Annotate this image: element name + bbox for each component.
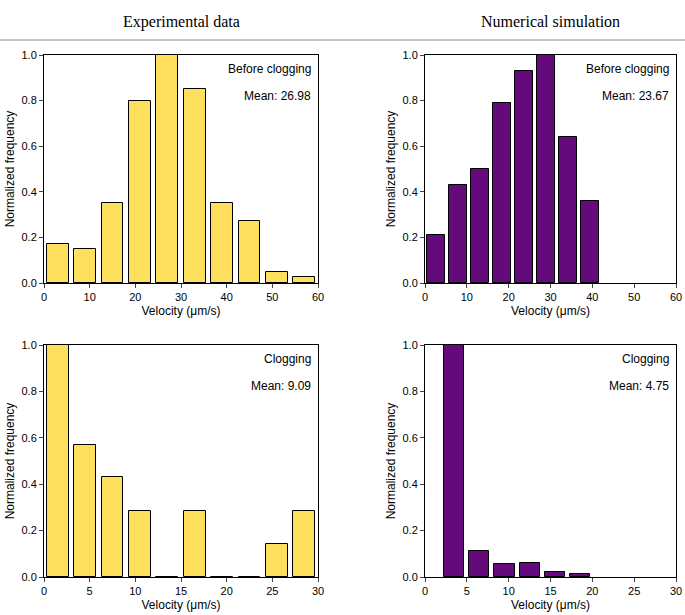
svg-text:0.8: 0.8: [22, 94, 37, 106]
svg-text:Experimental data: Experimental data: [123, 13, 240, 31]
svg-text:Velocity (μm/s): Velocity (μm/s): [511, 598, 590, 612]
svg-text:0: 0: [422, 291, 428, 303]
svg-text:40: 40: [221, 291, 233, 303]
svg-text:10: 10: [461, 291, 473, 303]
svg-text:15: 15: [544, 585, 556, 597]
svg-text:25: 25: [266, 585, 278, 597]
svg-text:5: 5: [87, 585, 93, 597]
svg-text:10: 10: [84, 291, 96, 303]
svg-text:0.6: 0.6: [22, 140, 37, 152]
svg-text:20: 20: [503, 291, 515, 303]
svg-text:Normalized frequency: Normalized frequency: [384, 111, 398, 228]
svg-text:0: 0: [41, 291, 47, 303]
svg-text:0.4: 0.4: [403, 478, 418, 490]
svg-text:0.4: 0.4: [22, 478, 37, 490]
svg-text:1.0: 1.0: [22, 339, 37, 351]
svg-text:Velocity (μm/s): Velocity (μm/s): [511, 304, 590, 318]
svg-text:0: 0: [41, 585, 47, 597]
svg-text:20: 20: [129, 291, 141, 303]
svg-text:1.0: 1.0: [22, 49, 37, 61]
svg-text:10: 10: [503, 585, 515, 597]
svg-text:0.8: 0.8: [22, 385, 37, 397]
svg-text:Normalized frequency: Normalized frequency: [3, 403, 17, 520]
svg-text:60: 60: [312, 291, 324, 303]
svg-text:Mean: 4.75: Mean: 4.75: [609, 379, 669, 393]
svg-text:Mean: 9.09: Mean: 9.09: [251, 379, 311, 393]
svg-text:0.4: 0.4: [22, 186, 37, 198]
svg-text:0.2: 0.2: [403, 231, 418, 243]
svg-text:0.0: 0.0: [22, 571, 37, 583]
svg-text:5: 5: [464, 585, 470, 597]
svg-text:0.6: 0.6: [403, 140, 418, 152]
svg-text:30: 30: [312, 585, 324, 597]
svg-text:30: 30: [544, 291, 556, 303]
svg-text:Velocity (μm/s): Velocity (μm/s): [142, 304, 221, 318]
svg-text:Mean: 23.67: Mean: 23.67: [602, 89, 669, 103]
svg-text:Clogging: Clogging: [264, 352, 311, 366]
svg-text:Clogging: Clogging: [622, 352, 669, 366]
svg-text:15: 15: [175, 585, 187, 597]
svg-text:Velocity (μm/s): Velocity (μm/s): [142, 598, 221, 612]
svg-text:50: 50: [266, 291, 278, 303]
svg-text:20: 20: [221, 585, 233, 597]
svg-text:Before clogging: Before clogging: [586, 62, 669, 76]
svg-text:25: 25: [628, 585, 640, 597]
svg-text:0.8: 0.8: [403, 385, 418, 397]
svg-text:0.8: 0.8: [403, 94, 418, 106]
svg-text:Normalized frequency: Normalized frequency: [3, 111, 17, 228]
svg-text:20: 20: [586, 585, 598, 597]
svg-text:0.6: 0.6: [403, 432, 418, 444]
svg-text:50: 50: [628, 291, 640, 303]
svg-text:0.0: 0.0: [22, 277, 37, 289]
svg-text:30: 30: [670, 585, 682, 597]
svg-text:Mean: 26.98: Mean: 26.98: [244, 89, 311, 103]
svg-text:0.2: 0.2: [22, 231, 37, 243]
svg-text:Normalized frequency: Normalized frequency: [384, 403, 398, 520]
svg-text:0.4: 0.4: [403, 186, 418, 198]
svg-text:0.2: 0.2: [22, 524, 37, 536]
svg-text:0.6: 0.6: [22, 432, 37, 444]
svg-text:Numerical simulation: Numerical simulation: [481, 13, 620, 30]
svg-text:0.0: 0.0: [403, 277, 418, 289]
svg-text:30: 30: [175, 291, 187, 303]
svg-text:40: 40: [586, 291, 598, 303]
svg-text:Before clogging: Before clogging: [228, 62, 311, 76]
svg-text:1.0: 1.0: [403, 339, 418, 351]
svg-text:0.2: 0.2: [403, 524, 418, 536]
svg-text:10: 10: [129, 585, 141, 597]
svg-text:0.0: 0.0: [403, 571, 418, 583]
svg-text:60: 60: [670, 291, 682, 303]
svg-text:0: 0: [422, 585, 428, 597]
svg-text:1.0: 1.0: [403, 49, 418, 61]
